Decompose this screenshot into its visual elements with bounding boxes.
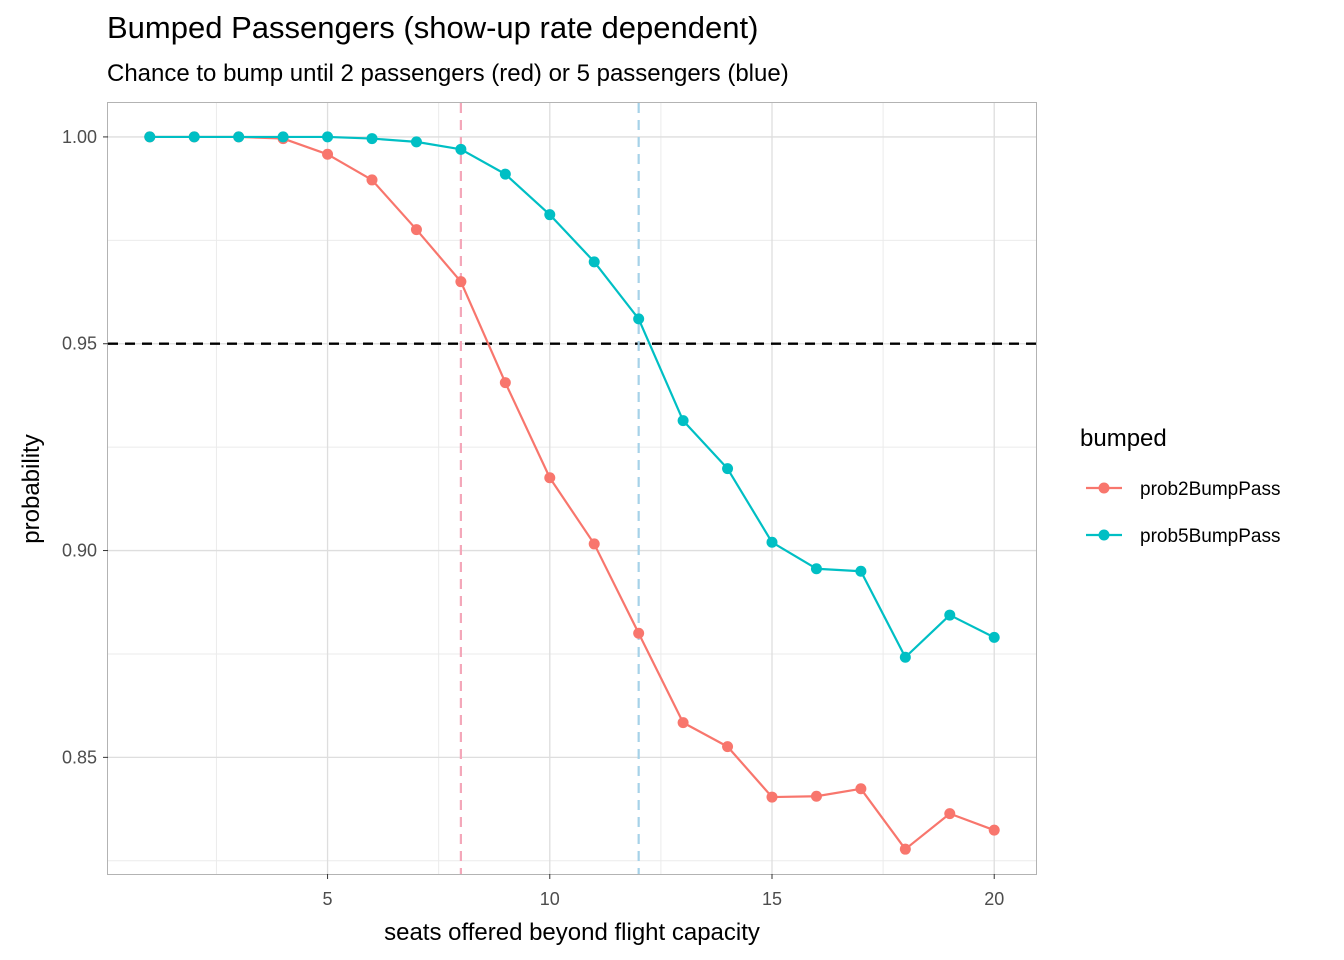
- y-axis-ticks: 0.85 0.90 0.95 1.00: [62, 127, 108, 767]
- chart-subtitle: Chance to bump until 2 passengers (red) …: [107, 60, 789, 87]
- data-point-prob5BumpPass: [233, 131, 245, 143]
- data-point-prob2BumpPass: [944, 808, 956, 820]
- data-point-prob5BumpPass: [499, 168, 511, 180]
- data-point-prob2BumpPass: [988, 824, 1000, 836]
- data-point-prob2BumpPass: [766, 791, 778, 803]
- data-point-prob2BumpPass: [899, 843, 911, 855]
- data-point-prob2BumpPass: [677, 717, 689, 729]
- y-axis-title: probability: [18, 434, 45, 543]
- data-point-prob5BumpPass: [988, 631, 1000, 643]
- data-point-prob5BumpPass: [766, 536, 778, 548]
- x-tick-label: 10: [540, 889, 560, 909]
- data-point-prob2BumpPass: [366, 174, 378, 186]
- data-point-prob5BumpPass: [722, 463, 734, 475]
- x-tick-label: 15: [762, 889, 782, 909]
- y-tick-label: 1.00: [62, 127, 97, 147]
- series-layer: [144, 131, 1000, 855]
- y-tick-label: 0.85: [62, 747, 97, 767]
- data-point-prob5BumpPass: [366, 133, 378, 145]
- data-point-prob5BumpPass: [410, 136, 422, 148]
- data-point-prob2BumpPass: [810, 790, 822, 802]
- data-point-prob5BumpPass: [944, 609, 956, 621]
- legend-label: prob5BumpPass: [1140, 526, 1280, 547]
- plot-border: [107, 102, 1037, 875]
- chart-title: Bumped Passengers (show-up rate dependen…: [107, 10, 759, 45]
- legend-label: prob2BumpPass: [1140, 479, 1280, 500]
- data-point-prob2BumpPass: [322, 148, 334, 160]
- series-line-prob2BumpPass: [149, 135, 995, 851]
- reference-lines: [108, 103, 1036, 874]
- x-axis-title: seats offered beyond flight capacity: [384, 919, 760, 946]
- legend-title: bumped: [1080, 425, 1167, 452]
- y-tick-label: 0.95: [62, 334, 97, 354]
- data-point-prob2BumpPass: [588, 538, 600, 550]
- data-point-prob2BumpPass: [410, 224, 422, 236]
- data-point-prob5BumpPass: [810, 563, 822, 575]
- x-tick-label: 5: [323, 889, 333, 909]
- data-point-prob2BumpPass: [722, 741, 734, 753]
- data-point-prob5BumpPass: [277, 131, 289, 143]
- data-point-prob5BumpPass: [144, 131, 156, 143]
- data-point-prob2BumpPass: [455, 276, 467, 288]
- data-point-prob5BumpPass: [588, 256, 600, 268]
- data-point-prob2BumpPass: [633, 627, 645, 639]
- data-point-prob5BumpPass: [322, 131, 334, 143]
- x-tick-label: 20: [984, 889, 1004, 909]
- legend-key-point: [1098, 482, 1110, 494]
- data-point-prob2BumpPass: [499, 377, 511, 389]
- x-axis-ticks: 5 10 15 20: [323, 874, 1004, 909]
- data-point-prob5BumpPass: [633, 313, 645, 325]
- data-point-prob5BumpPass: [455, 143, 467, 155]
- series-line-prob5BumpPass: [149, 135, 995, 659]
- data-point-prob2BumpPass: [544, 472, 556, 484]
- data-point-prob5BumpPass: [899, 651, 911, 663]
- y-tick-label: 0.90: [62, 541, 97, 561]
- data-point-prob5BumpPass: [855, 565, 867, 577]
- data-point-prob5BumpPass: [188, 131, 200, 143]
- data-point-prob2BumpPass: [855, 783, 867, 795]
- legend: bumped prob2BumpPass prob5BumpPass: [1080, 425, 1280, 547]
- grid-lines: [108, 103, 1036, 874]
- legend-key-point: [1098, 529, 1110, 541]
- data-point-prob5BumpPass: [677, 415, 689, 427]
- data-point-prob5BumpPass: [544, 209, 556, 221]
